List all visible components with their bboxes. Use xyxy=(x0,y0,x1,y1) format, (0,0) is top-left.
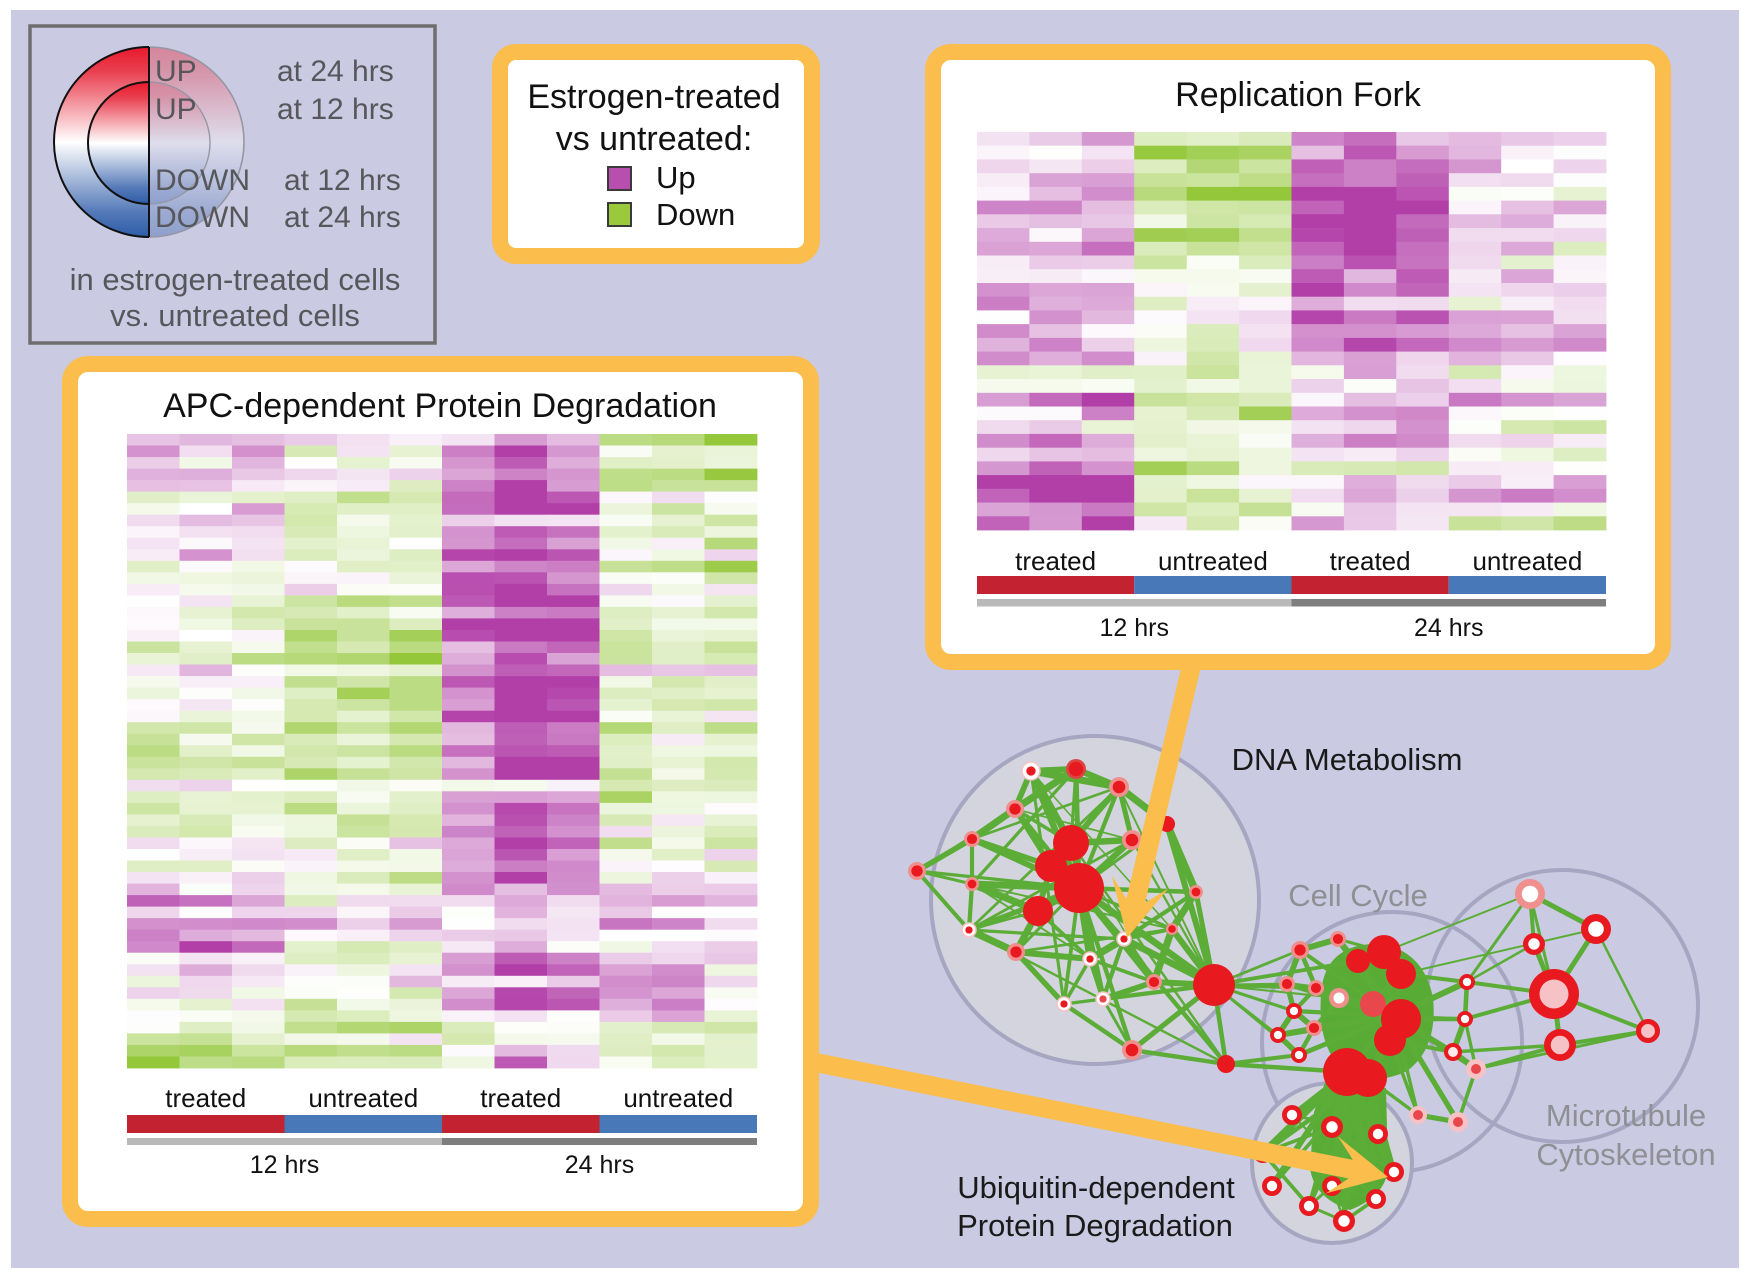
svg-text:treated: treated xyxy=(1330,546,1411,576)
svg-text:at 12 hrs: at 12 hrs xyxy=(284,164,401,197)
svg-text:treated: treated xyxy=(1015,546,1096,576)
svg-text:UP: UP xyxy=(155,93,197,126)
svg-text:12 hrs: 12 hrs xyxy=(1100,614,1169,642)
svg-text:Cytoskeleton: Cytoskeleton xyxy=(1536,1137,1715,1172)
svg-text:Microtubule: Microtubule xyxy=(1546,1098,1706,1133)
svg-text:Replication Fork: Replication Fork xyxy=(1175,76,1422,114)
svg-text:untreated: untreated xyxy=(1158,546,1268,576)
svg-text:12 hrs: 12 hrs xyxy=(250,1151,319,1179)
svg-text:Up: Up xyxy=(656,160,696,195)
svg-text:treated: treated xyxy=(165,1083,246,1113)
svg-text:24 hrs: 24 hrs xyxy=(565,1151,634,1179)
svg-text:in estrogen-treated cells: in estrogen-treated cells xyxy=(70,262,401,297)
svg-text:untreated: untreated xyxy=(1472,546,1582,576)
svg-text:UP: UP xyxy=(155,55,197,88)
svg-text:Protein Degradation: Protein Degradation xyxy=(957,1208,1233,1243)
svg-text:vs untreated:: vs untreated: xyxy=(556,120,753,158)
svg-text:untreated: untreated xyxy=(308,1083,418,1113)
svg-text:DOWN: DOWN xyxy=(155,201,250,234)
svg-text:at 12 hrs: at 12 hrs xyxy=(277,93,394,126)
svg-text:Down: Down xyxy=(656,197,735,232)
svg-text:vs. untreated cells: vs. untreated cells xyxy=(110,298,360,333)
svg-text:APC-dependent Protein Degradat: APC-dependent Protein Degradation xyxy=(163,387,717,425)
svg-text:Ubiquitin-dependent: Ubiquitin-dependent xyxy=(957,1170,1235,1205)
svg-text:Cell Cycle: Cell Cycle xyxy=(1288,878,1428,913)
svg-text:Estrogen-treated: Estrogen-treated xyxy=(527,78,780,116)
svg-text:DOWN: DOWN xyxy=(155,164,250,197)
svg-text:DNA Metabolism: DNA Metabolism xyxy=(1232,742,1463,777)
svg-text:24 hrs: 24 hrs xyxy=(1414,614,1483,642)
svg-text:at 24 hrs: at 24 hrs xyxy=(277,55,394,88)
svg-text:treated: treated xyxy=(480,1083,561,1113)
svg-text:at 24 hrs: at 24 hrs xyxy=(284,201,401,234)
svg-text:untreated: untreated xyxy=(623,1083,733,1113)
